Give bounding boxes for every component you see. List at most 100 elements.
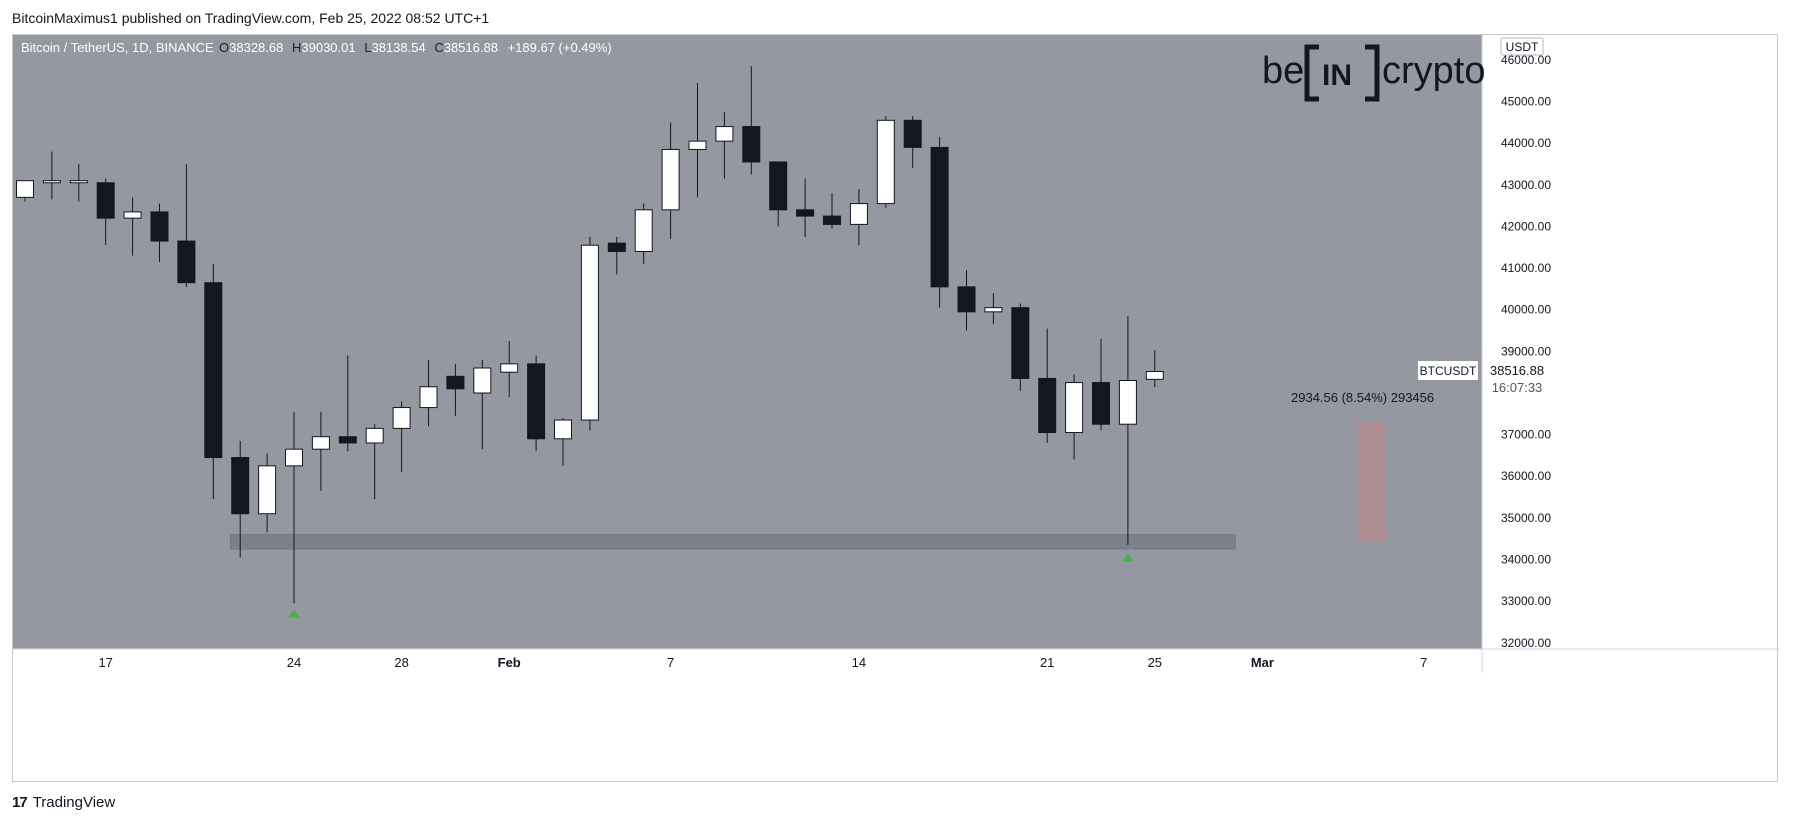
logo-text-right: crypto [1382,50,1485,92]
measure-layer: 2934.56 (8.54%) 293456 [1291,390,1434,541]
logo-bracket-left [1304,44,1319,102]
x-tick-label: 7 [1420,655,1427,670]
candle-body-down [1011,307,1030,379]
candle-body-down [1092,382,1110,425]
candle-body-up [311,436,330,450]
candle-body-up [1118,380,1137,425]
candle-body-up [715,126,734,142]
candle-body-down [903,119,922,148]
candle [1118,315,1137,545]
candle-body-up [554,419,572,440]
candle-body-down [231,457,250,515]
x-tick-label: 24 [287,655,301,670]
candle [715,112,734,179]
candle [204,263,223,500]
candles-layer [16,66,1164,604]
time-axis[interactable]: 17 24 28 Feb 7 14 21 25 Mar 7 [98,655,1427,670]
legend-close-label: C [434,40,443,55]
candle-body-up [876,119,895,205]
candle-body-down [957,286,976,313]
x-tick-label: 25 [1148,655,1162,670]
logo-bracket-right [1365,44,1380,102]
candle [311,411,330,491]
candle [1145,350,1164,388]
candle-body-up [580,244,599,421]
candle [392,401,411,473]
candle-body-down [607,242,626,252]
x-tick-label: 21 [1040,655,1054,670]
arrows-layer [288,553,1134,618]
last-price-tag: BTCUSDT 38516.88 16:07:33 [1418,361,1551,397]
candle-countdown: 16:07:33 [1492,380,1543,395]
candle-body-down [742,126,761,163]
candle [661,122,680,239]
legend-change: +189.67 (+0.49%) [508,40,612,55]
candle [930,136,949,308]
tradingview-logo-icon: 17 [12,794,28,811]
y-tick-label: 35000.00 [1501,511,1551,525]
currency-badge[interactable]: USDT [1500,37,1544,56]
publisher-header: BitcoinMaximus1 published on TradingView… [12,10,489,26]
x-tick-label: Feb [498,655,521,670]
candle [69,164,88,202]
green-arrow-marker [1121,553,1134,562]
candle-body-down [446,375,465,390]
candle [365,424,384,500]
tradingview-footer: 17 TradingView [12,794,115,811]
legend-ohlc: O38328.68 H39030.01 L38138.54 C38516.88 … [219,40,612,55]
y-tick-label: 39000.00 [1501,344,1551,358]
currency-label: USDT [1506,40,1539,54]
last-price-symbol: BTCUSDT [1420,364,1477,378]
x-tick-label: 7 [667,655,674,670]
measure-label: 2934.56 (8.54%) 293456 [1291,390,1434,405]
y-tick-label: 37000.00 [1501,428,1551,442]
candle-body-up [69,180,88,184]
legend-open-value: 38328.68 [229,40,283,55]
candle [177,164,196,287]
candle-body-down [150,211,169,242]
candle [42,151,61,200]
legend-close-value: 38516.88 [444,40,498,55]
y-tick-label: 40000.00 [1501,303,1551,317]
candle-body-down [930,146,949,288]
candle [957,270,976,331]
y-tick-label: 41000.00 [1501,261,1551,275]
x-tick-label: 28 [394,655,408,670]
candle [688,82,707,198]
candle-body-down [338,436,357,444]
candle-body-up [849,203,868,225]
candle [527,355,546,452]
candle-body-up [42,180,61,184]
candle-body-down [204,282,223,459]
measure-bar [1357,422,1385,541]
y-tick-label: 45000.00 [1501,95,1551,109]
legend-low-value: 38138.54 [371,40,425,55]
candle-body-up [1145,370,1164,380]
candle-body-down [796,209,815,217]
candle [823,193,841,229]
last-price-value: 38516.88 [1490,363,1544,378]
candle [607,236,626,275]
price-axis[interactable]: 32000.00 33000.00 34000.00 35000.00 36000.00… [1501,53,1551,650]
candle [580,236,599,431]
candle [419,359,438,427]
candle-body-down [823,215,841,225]
candle-body-up [419,386,438,409]
candle [634,203,653,264]
candle [96,178,115,246]
legend-high-label: H [292,40,301,55]
candle-body-up [1065,382,1084,434]
candle-body-down [1038,377,1057,434]
chart-panel[interactable]: Bitcoin / TetherUS, 1D, BINANCE O38328.6… [12,34,1779,783]
candle [1065,374,1084,460]
legend-low-label: L [364,40,371,55]
y-tick-label: 33000.00 [1501,594,1551,608]
candle [446,363,465,416]
candle [123,197,142,256]
y-tick-label: 36000.00 [1501,469,1551,483]
logo-text-left: be [1262,50,1304,92]
candle-body-up [500,363,519,373]
candlestick-chart[interactable]: Bitcoin / TetherUS, 1D, BINANCE O38328.6… [13,35,1779,783]
y-tick-label: 43000.00 [1501,178,1551,192]
candle [903,116,922,169]
